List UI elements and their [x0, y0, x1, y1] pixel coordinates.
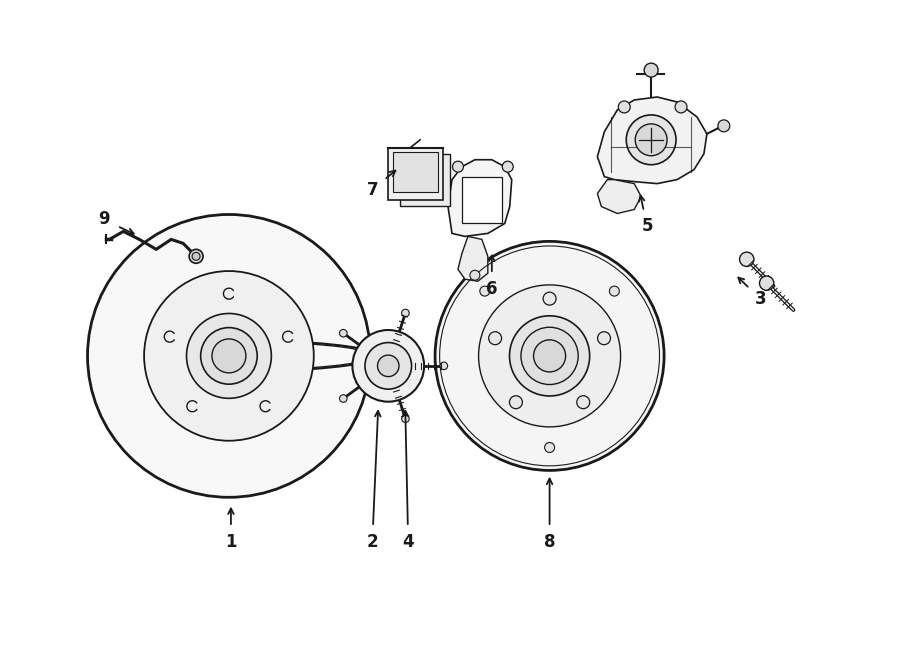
Circle shape [626, 115, 676, 165]
Circle shape [509, 316, 590, 396]
Circle shape [401, 415, 410, 422]
Circle shape [644, 63, 658, 77]
Text: 5: 5 [642, 217, 652, 235]
Text: 3: 3 [755, 290, 767, 308]
Circle shape [740, 252, 754, 266]
Circle shape [189, 249, 203, 263]
Polygon shape [388, 148, 443, 200]
Circle shape [365, 342, 411, 389]
Circle shape [453, 161, 464, 172]
Circle shape [470, 270, 480, 280]
Polygon shape [448, 160, 512, 237]
Circle shape [534, 340, 565, 372]
Circle shape [339, 329, 347, 337]
Circle shape [144, 271, 314, 441]
Circle shape [201, 328, 257, 384]
Circle shape [479, 285, 621, 427]
Text: 9: 9 [97, 210, 109, 229]
Circle shape [521, 327, 578, 385]
Circle shape [401, 309, 410, 317]
Polygon shape [458, 237, 488, 281]
Circle shape [377, 355, 399, 377]
Text: 8: 8 [544, 533, 555, 551]
Circle shape [618, 101, 630, 113]
Circle shape [577, 396, 590, 408]
Text: 7: 7 [366, 180, 378, 198]
Text: 6: 6 [486, 280, 498, 298]
Polygon shape [392, 152, 437, 192]
Circle shape [339, 395, 347, 403]
Polygon shape [598, 97, 706, 184]
Circle shape [675, 101, 687, 113]
Circle shape [480, 286, 490, 296]
Text: 4: 4 [402, 533, 414, 551]
Circle shape [635, 124, 667, 156]
Circle shape [718, 120, 730, 132]
Circle shape [544, 442, 554, 453]
Circle shape [440, 362, 447, 369]
Circle shape [212, 339, 246, 373]
Circle shape [186, 313, 272, 399]
Polygon shape [400, 154, 451, 206]
Circle shape [609, 286, 619, 296]
Circle shape [502, 161, 513, 172]
Polygon shape [598, 180, 641, 214]
Circle shape [489, 332, 501, 344]
Circle shape [87, 214, 370, 497]
Text: 2: 2 [366, 533, 378, 551]
Circle shape [760, 276, 774, 290]
Circle shape [598, 332, 610, 344]
Polygon shape [462, 176, 502, 223]
Circle shape [435, 241, 664, 471]
Circle shape [353, 330, 424, 402]
Circle shape [509, 396, 522, 408]
Circle shape [192, 253, 200, 260]
Circle shape [543, 292, 556, 305]
Text: 1: 1 [225, 533, 237, 551]
